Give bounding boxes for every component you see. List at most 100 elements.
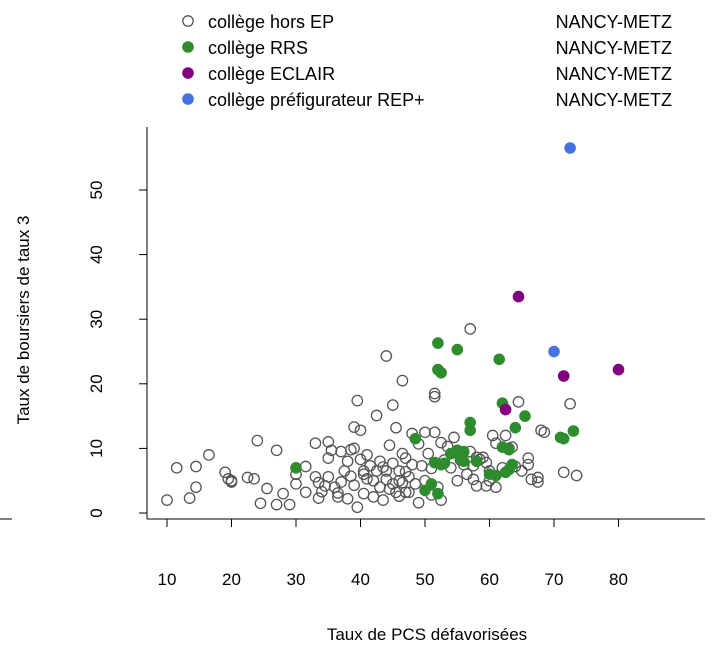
- data-point: [377, 494, 389, 506]
- data-point: [412, 496, 425, 509]
- data-point: [386, 457, 399, 470]
- data-point: [451, 343, 464, 356]
- legend-entry: collège préfigurateur REP+ NANCY-METZ: [182, 90, 672, 110]
- data-point: [219, 466, 231, 479]
- data-point: [161, 494, 173, 506]
- data-point: [299, 486, 312, 499]
- data-point: [341, 455, 354, 468]
- data-point: [254, 497, 267, 510]
- data-point: [396, 374, 409, 387]
- data-point: [557, 370, 570, 382]
- data-point: [464, 424, 477, 437]
- data-point: [190, 481, 202, 494]
- legend: collège hors EP NANCY-METZ collège RRS N…: [182, 12, 672, 110]
- legend-entry: collège hors EP NANCY-METZ: [182, 12, 672, 32]
- data-point: [380, 350, 393, 362]
- data-point: [393, 465, 406, 477]
- axis-ticks: 10 20 30 40 50 60 70 80 0 10 20 30 40 50: [87, 181, 628, 589]
- data-point: [564, 142, 576, 154]
- x-tick-label: 30: [287, 570, 306, 589]
- data-point: [348, 442, 360, 455]
- data-point: [470, 455, 483, 468]
- x-tick-label: 20: [222, 570, 241, 589]
- data-point: [351, 501, 364, 514]
- data-point: [522, 452, 535, 464]
- data-point: [190, 460, 202, 473]
- data-point: [354, 424, 367, 437]
- data-point: [290, 462, 302, 474]
- data-point: [522, 458, 535, 471]
- data-point: [403, 470, 415, 483]
- data-point: [515, 465, 528, 477]
- data-point: [332, 487, 344, 499]
- data-point: [557, 466, 570, 479]
- data-point: [486, 429, 499, 442]
- x-tick-label: 40: [351, 570, 370, 589]
- data-point: [419, 426, 431, 439]
- legend-label-eclair: collège ECLAIR: [208, 64, 335, 84]
- legend-marker-hors-ep: [182, 15, 194, 27]
- data-point: [399, 486, 412, 499]
- data-point: [270, 444, 283, 457]
- data-point: [335, 476, 347, 488]
- x-axis-title: Taux de PCS défavorisées: [327, 625, 527, 644]
- legend-region-rep-plus: NANCY-METZ: [556, 90, 672, 110]
- x-tick-label: 60: [480, 570, 499, 589]
- data-point: [348, 479, 360, 492]
- data-point: [364, 459, 377, 472]
- data-point: [383, 439, 396, 452]
- data-point: [425, 478, 438, 490]
- data-point: [538, 426, 551, 439]
- data-point: [451, 474, 464, 487]
- data-point: [432, 487, 444, 500]
- y-axis-title: Taux de boursiers de taux 3: [14, 216, 33, 425]
- y-tick-label: 0: [87, 508, 106, 517]
- legend-entry: collège ECLAIR NANCY-METZ: [182, 64, 672, 84]
- data-point: [570, 469, 583, 482]
- data-point: [409, 478, 422, 490]
- data-point: [448, 431, 460, 444]
- legend-region-eclair: NANCY-METZ: [556, 64, 672, 84]
- legend-label-rrs: collège RRS: [208, 38, 308, 58]
- data-point: [509, 421, 522, 434]
- data-point: [438, 457, 451, 470]
- series-coll-ge-rrs: [290, 337, 580, 500]
- data-point: [428, 426, 441, 439]
- data-point: [357, 487, 370, 500]
- data-point: [380, 465, 393, 477]
- y-tick-label: 30: [87, 310, 106, 329]
- legend-label-rep-plus: collège préfigurateur REP+: [208, 90, 425, 110]
- data-point: [435, 436, 447, 449]
- data-point: [309, 470, 322, 483]
- data-point: [270, 498, 283, 511]
- data-point: [351, 394, 364, 407]
- y-tick-label: 10: [87, 439, 106, 458]
- x-tick-label: 80: [609, 570, 628, 589]
- data-point: [612, 363, 625, 376]
- legend-region-rrs: NANCY-METZ: [556, 38, 672, 58]
- legend-marker-rrs: [182, 41, 194, 53]
- data-point: [203, 449, 215, 461]
- data-point: [390, 486, 402, 499]
- data-point: [493, 353, 506, 366]
- data-point: [315, 485, 328, 498]
- data-point: [535, 424, 547, 437]
- data-point: [406, 458, 418, 471]
- data-point: [435, 367, 447, 379]
- data-point: [503, 463, 515, 476]
- data-point: [499, 429, 512, 442]
- y-tick-label: 40: [87, 245, 106, 264]
- x-tick-label: 50: [416, 570, 435, 589]
- data-point: [422, 447, 435, 460]
- legend-marker-eclair: [182, 67, 194, 79]
- data-point: [415, 459, 428, 472]
- data-point: [386, 399, 399, 411]
- data-point: [503, 443, 515, 456]
- data-point: [396, 476, 409, 489]
- data-point: [490, 469, 502, 482]
- data-point: [322, 436, 335, 448]
- data-point: [348, 421, 360, 433]
- x-tick-label: 70: [545, 570, 564, 589]
- data-point: [409, 432, 422, 445]
